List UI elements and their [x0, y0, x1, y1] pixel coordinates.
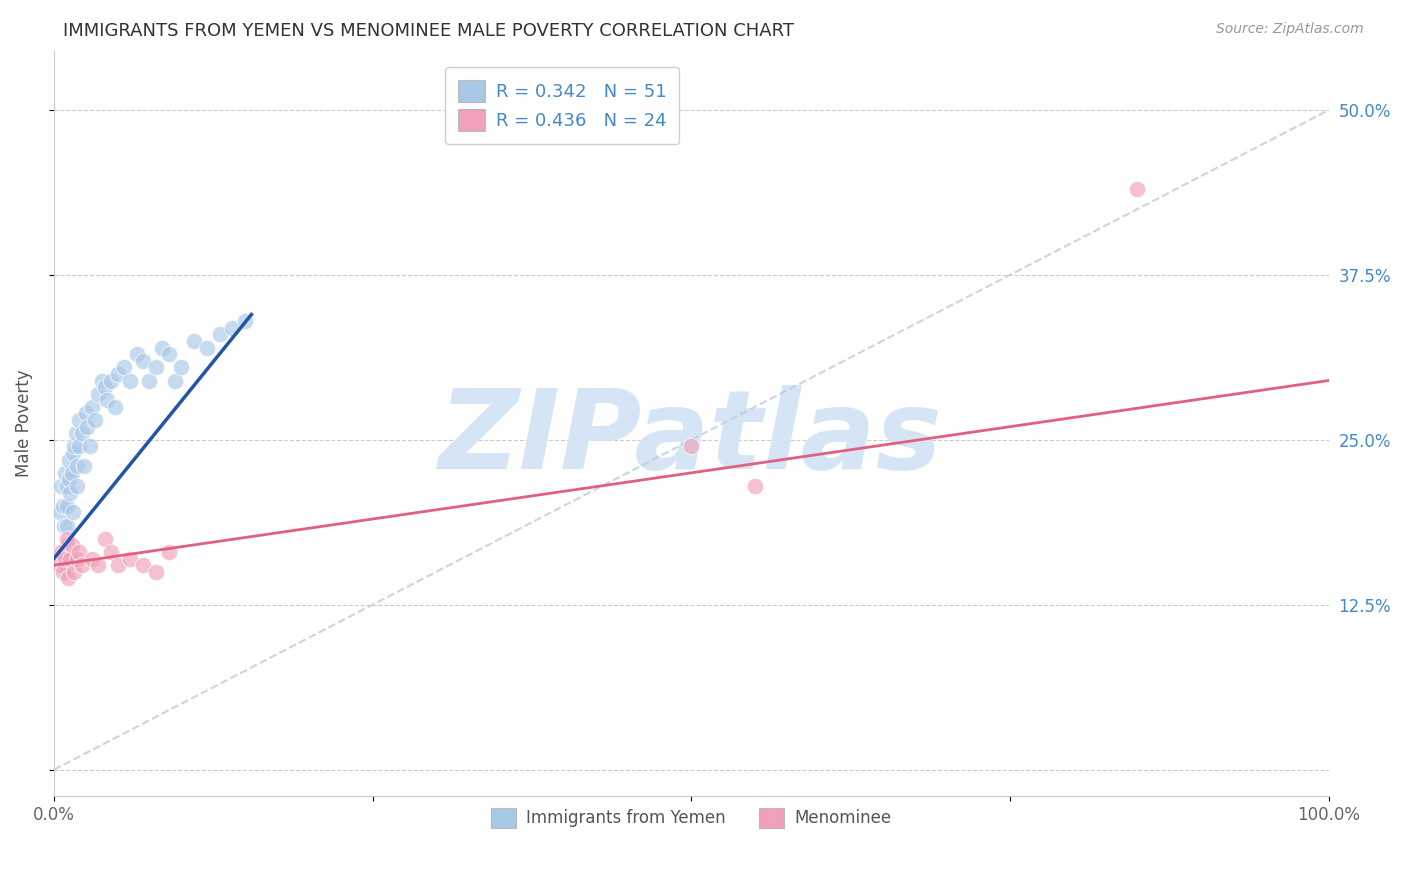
Point — [112, 360, 135, 375]
Point — [70, 558, 93, 573]
Point — [66, 551, 89, 566]
Point — [79, 440, 101, 454]
Point — [59, 485, 82, 500]
Point — [51, 545, 73, 559]
Point — [100, 374, 122, 388]
Point — [53, 518, 76, 533]
Point — [157, 347, 180, 361]
Point — [53, 551, 76, 566]
Point — [125, 347, 148, 361]
Point — [170, 360, 193, 375]
Point — [58, 452, 80, 467]
Point — [65, 426, 87, 441]
Point — [150, 341, 173, 355]
Point — [55, 499, 77, 513]
Point — [94, 532, 117, 546]
Point — [59, 551, 82, 566]
Point — [63, 565, 86, 579]
Point — [63, 440, 86, 454]
Point — [104, 400, 127, 414]
Point — [96, 393, 118, 408]
Point — [80, 400, 103, 414]
Point — [76, 419, 98, 434]
Point — [132, 558, 155, 573]
Point — [221, 320, 243, 334]
Point — [138, 374, 160, 388]
Point — [107, 558, 129, 573]
Point — [208, 327, 231, 342]
Point — [120, 551, 142, 566]
Text: Source: ZipAtlas.com: Source: ZipAtlas.com — [1216, 22, 1364, 37]
Y-axis label: Male Poverty: Male Poverty — [15, 369, 32, 477]
Point — [163, 374, 186, 388]
Point — [60, 538, 83, 552]
Point — [145, 565, 167, 579]
Point — [67, 440, 90, 454]
Point — [67, 413, 90, 427]
Point — [87, 558, 110, 573]
Point — [107, 367, 129, 381]
Point — [87, 386, 110, 401]
Point — [60, 466, 83, 480]
Point — [56, 571, 79, 585]
Point — [48, 558, 70, 573]
Point — [66, 479, 89, 493]
Point — [157, 545, 180, 559]
Point — [51, 479, 73, 493]
Point — [73, 459, 96, 474]
Point — [1126, 182, 1149, 196]
Point — [58, 473, 80, 487]
Point — [62, 446, 84, 460]
Point — [55, 538, 77, 552]
Text: ZIPatlas: ZIPatlas — [439, 384, 943, 491]
Point — [132, 353, 155, 368]
Point — [195, 341, 218, 355]
Point — [66, 459, 89, 474]
Point — [52, 499, 75, 513]
Point — [75, 407, 97, 421]
Point — [744, 479, 766, 493]
Point — [120, 374, 142, 388]
Point — [67, 545, 90, 559]
Point — [183, 334, 205, 348]
Point — [53, 466, 76, 480]
Point — [62, 505, 84, 519]
Legend: Immigrants from Yemen, Menominee: Immigrants from Yemen, Menominee — [482, 799, 900, 836]
Point — [55, 479, 77, 493]
Point — [49, 505, 72, 519]
Point — [55, 558, 77, 573]
Point — [52, 565, 75, 579]
Point — [55, 532, 77, 546]
Text: IMMIGRANTS FROM YEMEN VS MENOMINEE MALE POVERTY CORRELATION CHART: IMMIGRANTS FROM YEMEN VS MENOMINEE MALE … — [63, 22, 794, 40]
Point — [70, 426, 93, 441]
Point — [91, 374, 114, 388]
Point — [100, 545, 122, 559]
Point — [233, 314, 256, 328]
Point — [83, 413, 105, 427]
Point — [80, 551, 103, 566]
Point — [145, 360, 167, 375]
Point — [681, 440, 703, 454]
Point — [55, 518, 77, 533]
Point — [94, 380, 117, 394]
